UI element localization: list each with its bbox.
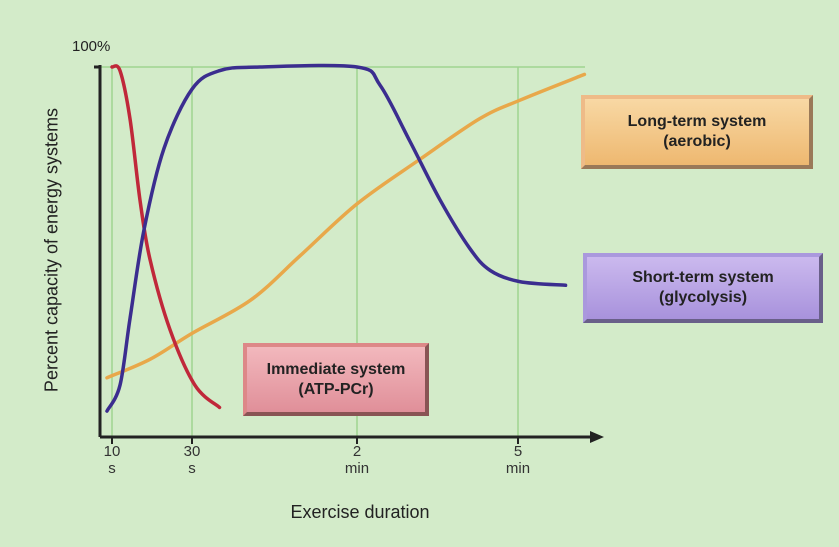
x-tick-label: 2 min <box>344 443 370 477</box>
legend-entry: Long-term system (aerobic) <box>581 95 813 169</box>
y-axis-label: Percent capacity of energy systems <box>41 107 62 393</box>
legend-entry: Immediate system (ATP-PCr) <box>243 343 429 416</box>
y-tick-label: 100% <box>72 38 111 55</box>
x-axis-label: Exercise duration <box>290 502 430 522</box>
legend-entry: Short-term system (glycolysis) <box>583 253 823 323</box>
line <box>105 72 587 380</box>
line <box>110 64 222 410</box>
line <box>105 63 568 413</box>
x-tick-label: 10 s <box>103 443 121 477</box>
x-tick-label: 30 s <box>183 443 201 477</box>
x-axis-arrow <box>590 431 604 443</box>
x-tick-label: 5 min <box>505 443 531 477</box>
